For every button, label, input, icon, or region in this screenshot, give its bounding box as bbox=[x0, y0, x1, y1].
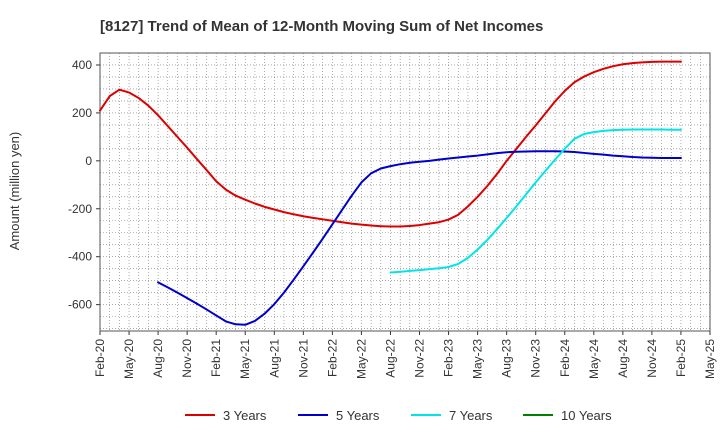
y-tick-label: 400 bbox=[72, 58, 92, 72]
series-line-5-years bbox=[157, 150, 682, 326]
x-tick-label: May-24 bbox=[587, 339, 601, 379]
x-tick-label: Aug-24 bbox=[616, 339, 630, 378]
chart-title: [8127] Trend of Mean of 12-Month Moving … bbox=[100, 18, 543, 35]
x-tick-label: Nov-23 bbox=[529, 339, 543, 378]
x-tick-label: Nov-24 bbox=[645, 339, 659, 378]
x-tick-label: Nov-20 bbox=[180, 339, 194, 378]
x-tick-label: Aug-20 bbox=[151, 339, 165, 378]
plot-area: 400 200 0 -200 -400 -600 Feb-20 May-20 Aug-20 Nov… bbox=[68, 52, 717, 379]
x-tick-label: Aug-21 bbox=[267, 339, 281, 378]
legend-label: 7 Years bbox=[449, 408, 493, 423]
legend-label: 5 Years bbox=[336, 408, 380, 423]
plot-frame bbox=[99, 52, 711, 332]
x-tick-label: Feb-20 bbox=[93, 339, 107, 377]
y-tick-label: -400 bbox=[68, 250, 92, 264]
x-tick-label: Feb-23 bbox=[442, 339, 456, 377]
x-tick-label: May-22 bbox=[354, 339, 368, 379]
x-tick-label: Feb-25 bbox=[674, 339, 688, 377]
y-tick-label: -600 bbox=[68, 298, 92, 312]
x-tick-label: Nov-21 bbox=[296, 339, 310, 378]
x-tick-label: May-25 bbox=[703, 339, 717, 379]
y-axis-label: Amount (million yen) bbox=[7, 132, 22, 251]
x-tick-label: Feb-22 bbox=[325, 339, 339, 377]
plot-background bbox=[100, 53, 710, 331]
x-tick-label: May-20 bbox=[122, 339, 136, 379]
x-tick-label: Feb-21 bbox=[209, 339, 223, 377]
legend: 3 Years 5 Years 7 Years 10 Years bbox=[185, 408, 612, 423]
x-tick-label: Nov-22 bbox=[413, 339, 427, 378]
legend-label: 10 Years bbox=[561, 408, 612, 423]
y-tick-label: 0 bbox=[85, 154, 92, 168]
x-tick-label: Aug-23 bbox=[500, 339, 514, 378]
x-tick-label: May-23 bbox=[471, 339, 485, 379]
x-tick-label: Aug-22 bbox=[383, 339, 397, 378]
series-line-3-years bbox=[99, 60, 682, 228]
x-tick-label: Feb-24 bbox=[558, 339, 572, 377]
series-line-7-years bbox=[389, 128, 682, 274]
x-tick-label: May-21 bbox=[238, 339, 252, 379]
y-tick-label: -200 bbox=[68, 202, 92, 216]
y-tick-label: 200 bbox=[72, 106, 92, 120]
legend-label: 3 Years bbox=[223, 408, 267, 423]
